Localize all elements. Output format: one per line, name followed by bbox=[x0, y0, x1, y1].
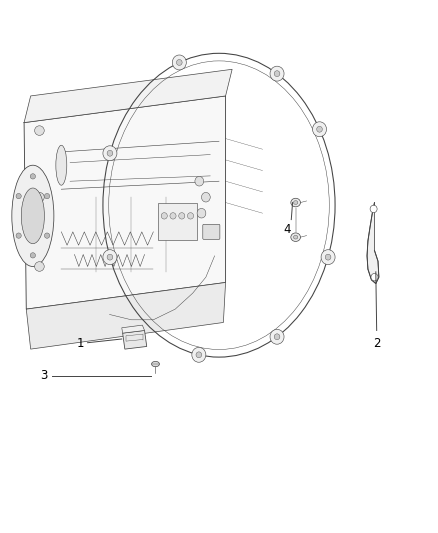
Ellipse shape bbox=[35, 126, 44, 135]
Ellipse shape bbox=[12, 165, 54, 266]
Ellipse shape bbox=[35, 192, 44, 202]
Ellipse shape bbox=[103, 146, 117, 161]
Ellipse shape bbox=[30, 253, 35, 258]
Ellipse shape bbox=[170, 213, 176, 219]
Ellipse shape bbox=[312, 122, 326, 137]
Ellipse shape bbox=[177, 60, 182, 66]
Polygon shape bbox=[123, 330, 147, 349]
Ellipse shape bbox=[44, 233, 49, 238]
Ellipse shape bbox=[274, 334, 280, 340]
FancyBboxPatch shape bbox=[158, 203, 197, 240]
Ellipse shape bbox=[192, 348, 206, 362]
Ellipse shape bbox=[172, 55, 186, 70]
Ellipse shape bbox=[196, 352, 201, 358]
Ellipse shape bbox=[317, 126, 322, 132]
Ellipse shape bbox=[371, 273, 378, 281]
Ellipse shape bbox=[16, 193, 21, 199]
Ellipse shape bbox=[291, 198, 300, 207]
Text: 2: 2 bbox=[373, 337, 381, 350]
Text: 3: 3 bbox=[40, 369, 47, 382]
Text: 1: 1 bbox=[76, 337, 84, 350]
Ellipse shape bbox=[325, 254, 331, 260]
Ellipse shape bbox=[291, 233, 300, 241]
Ellipse shape bbox=[152, 361, 159, 367]
Ellipse shape bbox=[103, 249, 117, 264]
Ellipse shape bbox=[293, 236, 298, 239]
Polygon shape bbox=[367, 203, 379, 284]
Polygon shape bbox=[24, 96, 226, 309]
Polygon shape bbox=[26, 282, 226, 349]
Ellipse shape bbox=[107, 150, 113, 156]
Ellipse shape bbox=[370, 205, 377, 213]
Ellipse shape bbox=[321, 249, 335, 264]
Ellipse shape bbox=[56, 145, 67, 185]
Ellipse shape bbox=[44, 193, 49, 199]
Polygon shape bbox=[122, 325, 145, 333]
Ellipse shape bbox=[293, 201, 298, 205]
Ellipse shape bbox=[270, 329, 284, 344]
Ellipse shape bbox=[201, 192, 210, 202]
Polygon shape bbox=[24, 69, 232, 123]
Ellipse shape bbox=[21, 188, 44, 244]
Ellipse shape bbox=[195, 176, 204, 186]
FancyBboxPatch shape bbox=[203, 224, 220, 239]
Ellipse shape bbox=[179, 213, 185, 219]
Ellipse shape bbox=[187, 213, 194, 219]
Ellipse shape bbox=[270, 66, 284, 81]
Ellipse shape bbox=[107, 254, 113, 260]
Text: 4: 4 bbox=[283, 223, 291, 236]
Ellipse shape bbox=[161, 213, 167, 219]
Ellipse shape bbox=[35, 262, 44, 271]
Ellipse shape bbox=[274, 71, 280, 77]
Ellipse shape bbox=[16, 233, 21, 238]
Ellipse shape bbox=[30, 174, 35, 179]
Ellipse shape bbox=[197, 208, 206, 218]
